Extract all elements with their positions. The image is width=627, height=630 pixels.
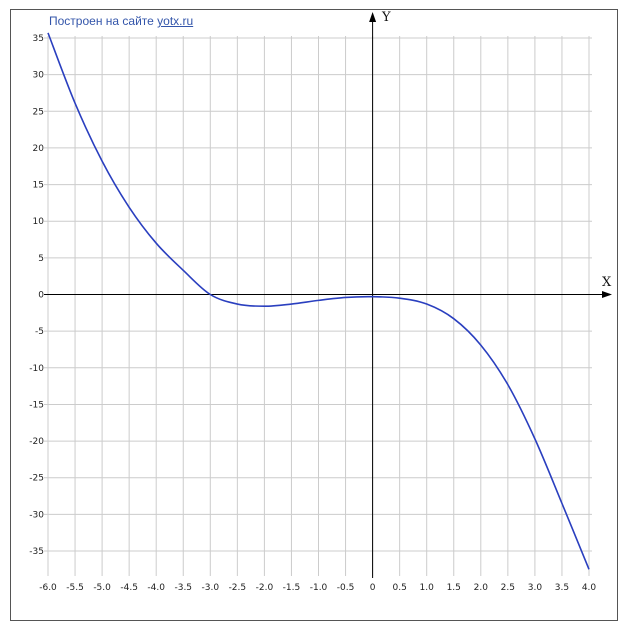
x-axis-label: X [602,275,612,290]
x-tick-label: 0 [370,583,376,593]
x-tick-label: -2.5 [229,583,247,593]
x-tick-label: 3.5 [555,583,569,593]
x-tick-label: -1.0 [310,583,328,593]
x-axis-arrow [602,291,612,299]
y-tick-label: -35 [29,547,44,557]
y-tick-label: -5 [35,327,44,337]
x-tick-label: -6.0 [39,583,57,593]
tick-labels: -6.0 -5.5 -5.0 -4.5 -4.0 -3.5 -3.0 -2.5 -2.0 -1.5… [29,34,596,593]
x-tick-label: 3.0 [528,583,543,593]
x-tick-label: -3.0 [202,583,220,593]
grid-lines [44,36,592,576]
y-tick-label: 15 [33,181,44,191]
x-tick-label: 4.0 [582,583,597,593]
x-tick-label: 2.5 [501,583,515,593]
y-tick-label: 30 [33,71,45,81]
y-tick-label: 0 [38,291,44,301]
series-line [47,32,590,570]
x-tick-label: -5.5 [66,583,84,593]
y-axis-arrow [369,12,377,22]
x-tick-label: -0.5 [337,583,355,593]
y-tick-label: 5 [38,254,44,264]
x-tick-label: -4.0 [147,583,165,593]
x-tick-label: -4.5 [120,583,138,593]
y-tick-label: -15 [29,400,44,410]
x-tick-label: -3.5 [174,583,192,593]
credit-text: Построен на сайте yotx.ru [49,14,193,28]
y-tick-label: -20 [29,437,44,447]
x-tick-label: 1.0 [420,583,435,593]
y-tick-label: 10 [33,217,45,227]
curve-layer [47,32,590,570]
y-axis-label: Y [381,10,391,25]
y-tick-label: -10 [29,364,44,374]
y-tick-label: -25 [29,474,44,484]
x-tick-label: 1.5 [447,583,461,593]
x-tick-label: 2.0 [474,583,489,593]
y-tick-label: 35 [33,34,44,44]
axes [44,12,612,578]
x-tick-label: -5.0 [93,583,111,593]
x-tick-label: -1.5 [283,583,301,593]
x-tick-label: 0.5 [392,583,406,593]
y-tick-label: 20 [33,144,45,154]
y-tick-label: -30 [29,510,44,520]
credit-label: Построен на сайте [49,14,154,28]
credit-link[interactable]: yotx.ru [157,14,194,28]
y-tick-label: 25 [33,107,44,117]
x-tick-label: -2.0 [256,583,274,593]
